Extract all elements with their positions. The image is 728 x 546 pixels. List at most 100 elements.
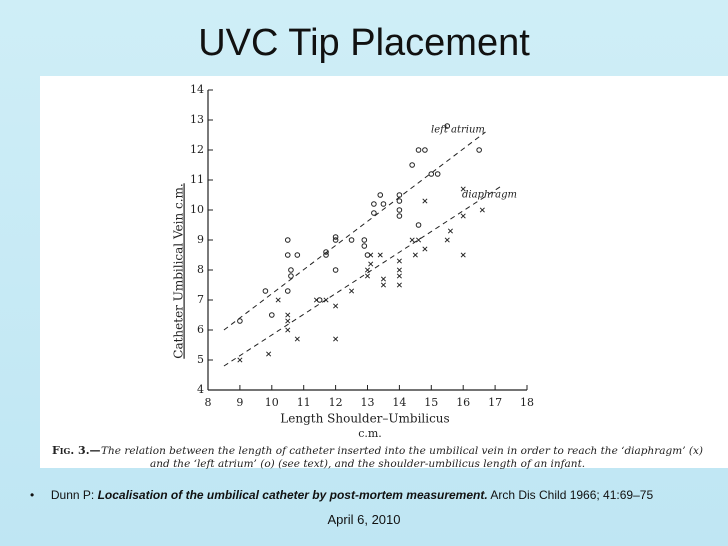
point	[377, 252, 383, 258]
point	[444, 123, 451, 129]
y-tick-label: 9	[197, 233, 204, 246]
point	[288, 267, 294, 273]
point	[333, 303, 339, 309]
y-tick-label: 4	[197, 383, 204, 396]
point	[323, 252, 329, 258]
x-tick-label: 10	[265, 396, 279, 409]
x-tick-label: 13	[361, 396, 375, 409]
point	[368, 261, 374, 267]
point	[266, 351, 272, 357]
point	[348, 237, 355, 243]
point	[476, 147, 482, 153]
point	[444, 237, 450, 243]
point	[332, 237, 339, 243]
point	[422, 246, 428, 252]
point	[237, 318, 243, 324]
point	[371, 201, 377, 207]
y-tick-label: 5	[197, 353, 204, 366]
point	[313, 297, 320, 303]
point	[361, 237, 368, 243]
point	[285, 312, 291, 318]
citation-journal: Arch Dis Child 1966; 41:69–75	[490, 488, 654, 502]
point	[332, 234, 339, 240]
point	[285, 327, 291, 333]
point	[323, 297, 329, 303]
y-axis-label: Catheter Umbilical Vein c.m.	[172, 183, 186, 358]
point	[434, 171, 441, 177]
y-tick-label: 11	[190, 173, 204, 186]
point	[396, 267, 402, 273]
x-tick-label: 17	[488, 396, 502, 409]
citation: • Dunn P: Localisation of the umbilical …	[30, 488, 654, 502]
annotation: left atrium	[431, 125, 485, 136]
y-tick-label: 13	[190, 113, 204, 126]
point	[415, 222, 422, 228]
point	[447, 228, 453, 234]
point	[380, 282, 387, 288]
x-tick-label: 18	[520, 396, 534, 409]
point	[348, 288, 355, 294]
point	[371, 210, 377, 216]
y-tick-label: 6	[197, 323, 204, 336]
point	[294, 336, 300, 342]
caption-label: Fig. 3.—	[52, 444, 101, 457]
point	[285, 318, 291, 324]
point	[284, 237, 291, 243]
point	[269, 312, 275, 318]
x-axis-unit: c.m.	[358, 427, 382, 440]
point	[237, 357, 243, 363]
caption-line: The relation between the length of cathe…	[101, 445, 703, 457]
point	[364, 273, 371, 279]
point	[316, 297, 323, 303]
point	[380, 201, 387, 207]
point	[415, 147, 422, 153]
point	[364, 252, 371, 258]
x-tick-label: 8	[205, 396, 212, 409]
x-tick-label: 11	[297, 396, 311, 409]
y-tick-label: 14	[190, 83, 204, 96]
x-tick-label: 12	[329, 396, 343, 409]
point	[409, 162, 415, 168]
point	[380, 276, 387, 282]
point	[262, 288, 269, 294]
x-tick-label: 15	[424, 396, 438, 409]
citation-author: Dunn P:	[50, 488, 95, 502]
caption-line: and the ‘left atrium’ (o) (see text), an…	[150, 458, 585, 470]
point	[275, 297, 281, 303]
y-tick-label: 8	[197, 263, 204, 276]
y-tick-label: 12	[190, 143, 204, 156]
slide-title: UVC Tip Placement	[198, 22, 530, 64]
x-axis-label: Length Shoulder–Umbilicus	[280, 412, 449, 426]
annotation: diaphragm	[462, 190, 517, 201]
point	[288, 273, 294, 279]
point	[396, 282, 402, 288]
point	[460, 186, 466, 192]
point	[368, 252, 374, 258]
point	[294, 252, 301, 258]
point	[323, 249, 329, 255]
point	[479, 207, 485, 213]
content-area	[40, 76, 728, 468]
point	[284, 288, 291, 294]
point	[396, 192, 403, 198]
x-tick-label: 14	[392, 396, 406, 409]
point	[396, 198, 403, 204]
point	[460, 252, 466, 258]
trend-line	[223, 131, 486, 331]
point	[460, 213, 466, 219]
y-tick-label: 7	[197, 293, 204, 306]
point	[428, 171, 435, 177]
y-tick-label: 10	[190, 203, 204, 216]
point	[332, 267, 339, 273]
point	[415, 237, 422, 243]
point	[412, 252, 418, 258]
date: April 6, 2010	[327, 512, 401, 527]
point	[361, 243, 368, 249]
point	[396, 207, 403, 213]
trend-line	[223, 185, 502, 367]
point	[396, 258, 402, 264]
point	[333, 336, 339, 342]
point	[284, 252, 291, 258]
